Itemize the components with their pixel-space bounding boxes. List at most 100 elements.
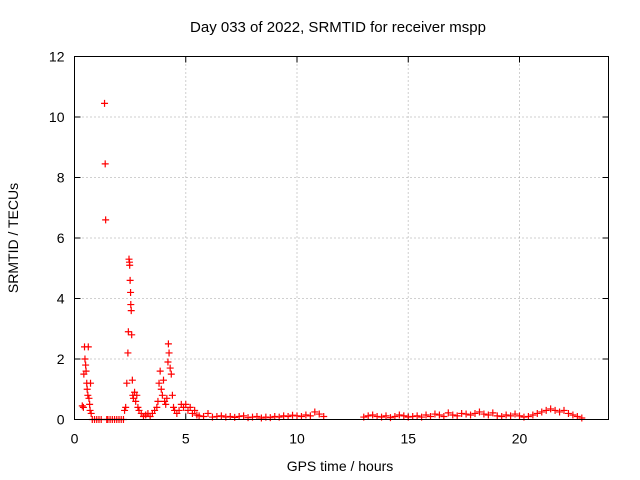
data-point [102,216,110,224]
data-point [306,412,314,420]
data-point [213,412,221,420]
data-point [156,367,164,375]
data-point [502,411,510,419]
data-point [560,406,568,414]
data-point [453,412,461,420]
data-point [153,403,161,411]
y-tick-label: 6 [57,230,65,246]
data-point [84,391,92,399]
data-point [569,411,577,419]
data-point [271,412,279,420]
data-point [266,414,274,422]
data-point [311,408,319,416]
data-point [511,410,519,418]
data-point [547,405,555,413]
data-point [253,412,261,420]
data-point [257,414,265,422]
data-point [413,412,421,420]
data-point [480,410,488,418]
data-point [533,409,541,417]
data-point [516,412,523,420]
data-point [191,406,199,414]
data-point [556,408,564,416]
data-point [235,412,243,420]
data-point [121,406,129,414]
data-point [134,403,142,411]
data-point [175,406,183,414]
data-point [302,411,310,419]
data-point [244,414,252,422]
x-tick-label: 20 [512,431,528,447]
data-point [391,412,399,420]
data-point [564,409,572,417]
data-point [435,411,443,419]
data-point [386,414,394,422]
data-point [79,403,87,411]
data-point [128,376,136,384]
data-point [85,394,93,402]
data-point [493,412,501,420]
chart-title: Day 033 of 2022, SRMTID for receiver msp… [190,19,486,36]
data-point [373,412,381,420]
data-point [162,400,170,408]
data-point [427,412,434,420]
data-point [164,358,172,366]
data-point [87,409,95,417]
y-tick-label: 10 [49,109,65,125]
data-point [458,409,466,417]
data-point [87,379,95,387]
grid-lines [74,56,609,420]
data-point [132,397,140,405]
data-point [124,349,132,357]
data-point [293,412,301,420]
data-point [82,361,90,369]
data-point [126,276,134,284]
data-point [538,408,546,416]
data-point [498,412,506,420]
data-point [462,410,470,418]
data-point [551,406,559,414]
data-point [409,412,417,420]
data-point [81,355,89,363]
data-point [158,391,166,399]
data-point [467,411,475,419]
data-point [165,349,173,357]
data-point [444,409,452,417]
data-point [182,400,190,408]
data-point [320,412,328,420]
tick-labels: 0 5 10 15 20 0 2 4 6 8 10 12 [49,49,528,447]
data-point [154,397,162,405]
data-point [471,409,479,417]
data-point [168,391,176,399]
data-point [160,376,167,384]
y-axis-label: SRMTID / TECUs [5,183,21,293]
data-point [524,412,532,420]
data-point [101,160,109,168]
data-point [578,414,586,422]
data-point [382,412,390,420]
y-tick-label: 0 [57,412,65,428]
data-point [186,403,194,411]
data-point [226,412,234,420]
data-point [86,406,94,414]
data-point [166,364,174,372]
data-point [542,406,550,414]
data-point [195,412,203,420]
data-point [297,412,305,420]
data-point [157,385,165,393]
data-point [86,400,94,408]
data-point [449,411,457,419]
data-points [78,99,586,423]
y-tick-label: 4 [57,291,65,307]
data-point [164,340,172,348]
x-tick-label: 0 [71,431,79,447]
data-point [127,301,135,309]
data-point [507,412,515,420]
data-point [133,391,141,399]
data-point [280,412,288,420]
plot-frame [74,56,609,420]
data-point [400,412,408,420]
data-point [170,403,178,411]
data-point [101,99,109,107]
data-point [284,412,292,420]
